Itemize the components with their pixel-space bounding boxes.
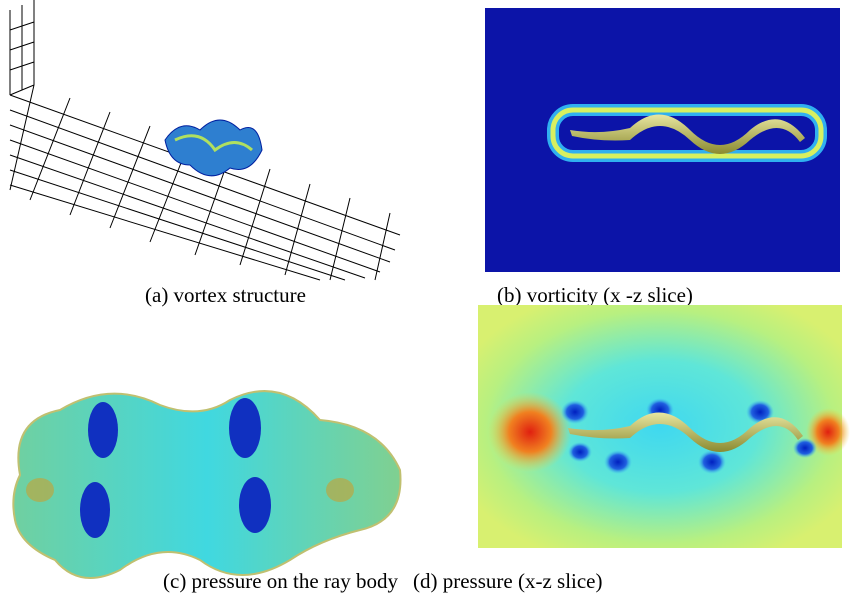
caption: (d) pressure (x-z slice) [413, 569, 603, 593]
panel-b [485, 8, 840, 272]
caption: (a) vortex structure [145, 283, 306, 307]
caption: (b) vorticity (x -z slice) [497, 283, 693, 307]
panel-d [478, 305, 850, 548]
caption: (c) pressure on the ray body [163, 569, 398, 593]
figure: (a) vortex structure (b) vorticity (x -z… [0, 0, 858, 610]
panel-c [13, 391, 400, 578]
panel-a [10, 0, 400, 280]
